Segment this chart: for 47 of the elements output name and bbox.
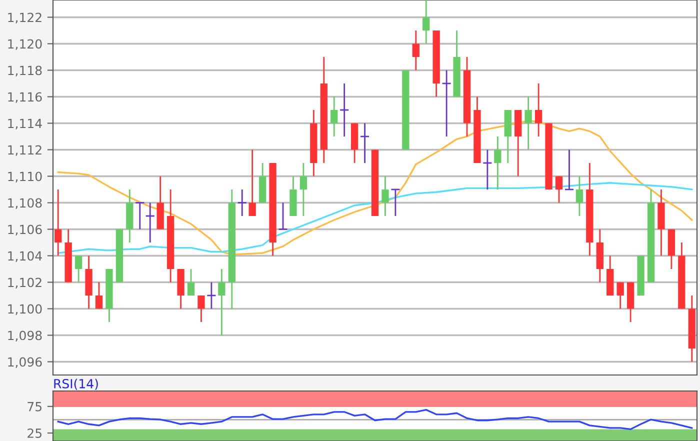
y-tick-label: 1,114	[8, 118, 42, 130]
y-tick-label: 1,118	[8, 66, 42, 76]
candlestick	[238, 188, 246, 217]
candlestick	[95, 282, 103, 310]
y-tick-label: 1,102	[8, 278, 42, 288]
candlestick	[382, 176, 389, 217]
candlestick	[422, 0, 430, 44]
line-series	[57, 408, 693, 430]
y-tick-label: 1,120	[8, 39, 42, 50]
candlestick	[524, 96, 532, 150]
candlestick	[248, 149, 256, 217]
candlestick	[330, 96, 338, 138]
candlestick	[146, 202, 154, 244]
y-tick-label: 1,122	[8, 12, 42, 24]
candlestick	[391, 188, 400, 217]
y-tick-label: 75	[28, 402, 42, 412]
candlestick	[340, 82, 349, 138]
candlestick	[412, 30, 420, 71]
candlestick	[616, 282, 624, 310]
candlestick	[442, 70, 451, 138]
candlestick	[534, 82, 542, 138]
y-tick-label: 1,106	[8, 224, 42, 236]
y-tick-label: 1,104	[8, 251, 42, 262]
candlestick	[555, 176, 563, 204]
candlestick	[54, 188, 62, 256]
candlestick	[218, 268, 226, 336]
candlestick	[278, 202, 288, 230]
chart-title: RSI(14)	[54, 378, 98, 390]
y-tick-label: 1,108	[8, 198, 42, 209]
candlestick	[74, 255, 82, 283]
y-tick-label: 1,096	[8, 357, 42, 368]
candlestick	[576, 176, 584, 217]
candlestick	[198, 294, 205, 323]
candlestick	[564, 149, 574, 190]
y-tick-label: 1,112	[8, 145, 42, 156]
candlestick	[300, 162, 308, 217]
y-tick-label: 1,100	[8, 304, 42, 315]
candlestick	[187, 268, 195, 296]
candlestick	[207, 282, 216, 310]
y-tick-label: 25	[28, 428, 42, 438]
y-tick-label: 1,116	[8, 92, 42, 103]
y-tick-label: 1,098	[8, 330, 42, 342]
candlestick	[483, 149, 492, 190]
y-tick-label: 1,110	[8, 172, 42, 182]
candlestick	[494, 136, 502, 190]
candlestick	[136, 202, 144, 230]
candlestick	[360, 122, 370, 164]
